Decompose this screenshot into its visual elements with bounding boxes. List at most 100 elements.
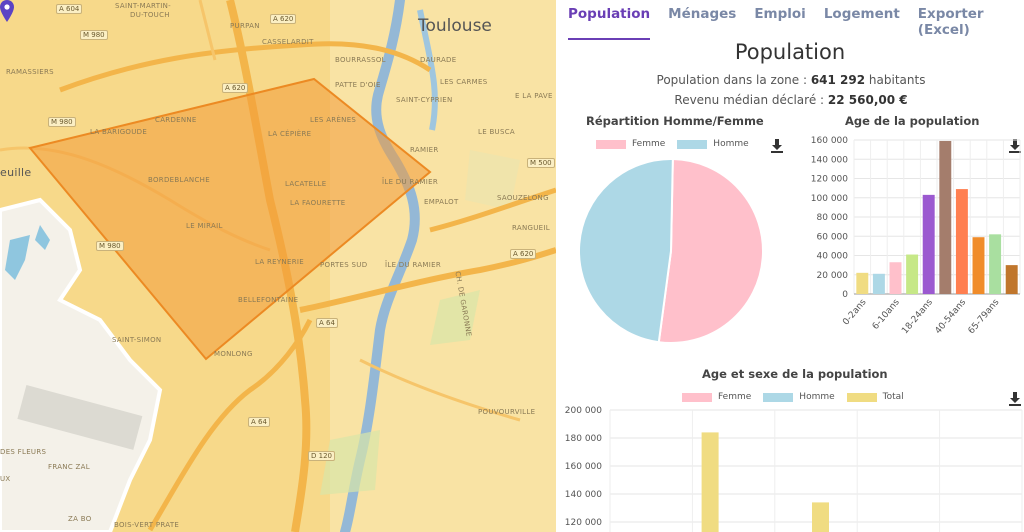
legend-swatch-femme bbox=[596, 139, 626, 149]
y-tick-label: 160 000 bbox=[565, 462, 602, 472]
map[interactable]: Toulouse PURPAN CASSELARDIT BOURRASSOL D… bbox=[0, 0, 556, 532]
age-bar bbox=[939, 140, 952, 294]
y-tick-label: 80 000 bbox=[817, 213, 849, 223]
pie-chart[interactable] bbox=[576, 156, 766, 346]
income-value: 22 560,00 € bbox=[827, 93, 908, 107]
place-label: RANGUEIL bbox=[512, 224, 550, 232]
place-label: MONLONG bbox=[214, 350, 253, 358]
road-shield: M 500 bbox=[527, 158, 555, 168]
place-label: SAINT-SIMON bbox=[112, 336, 162, 344]
tab-menages[interactable]: Ménages bbox=[668, 6, 737, 22]
place-label: ÎLE DU RAMIER bbox=[385, 261, 442, 269]
legend-label-homme: Homme bbox=[713, 139, 749, 149]
place-label: LA REYNERIE bbox=[255, 258, 304, 266]
place-label: RAMIER bbox=[410, 146, 439, 154]
legend-swatch-total bbox=[846, 392, 877, 402]
y-tick-label: 140 000 bbox=[565, 490, 602, 500]
y-tick-label: 120 000 bbox=[565, 518, 602, 528]
road-shield: M 980 bbox=[48, 117, 76, 127]
population-line: Population dans la zone : 641 292 habita… bbox=[556, 73, 1024, 87]
age-bar bbox=[889, 262, 902, 294]
total-bar bbox=[812, 502, 829, 532]
population-prefix: Population dans la zone : bbox=[656, 73, 811, 87]
population-suffix: habitants bbox=[865, 73, 926, 87]
city-label: Toulouse bbox=[418, 16, 492, 36]
income-prefix: Revenu médian déclaré : bbox=[674, 93, 828, 107]
road-shield: A 64 bbox=[248, 417, 270, 427]
place-label: LES ARÈNES bbox=[310, 116, 357, 124]
age-chart-title: Age de la population bbox=[845, 114, 980, 128]
tab-emploi[interactable]: Emploi bbox=[754, 6, 806, 22]
tab-bar: Population Ménages Emploi Logement Expor… bbox=[568, 6, 1024, 40]
location-pin-icon[interactable] bbox=[0, 0, 14, 22]
place-label: LA BARIGOUDE bbox=[90, 128, 148, 136]
total-bar bbox=[701, 432, 719, 532]
pie-slice-femme bbox=[657, 157, 764, 344]
road-shield: M 980 bbox=[80, 30, 108, 40]
age-bar bbox=[955, 189, 968, 294]
y-tick-label: 60 000 bbox=[817, 232, 849, 242]
pie-slice-homme bbox=[578, 158, 674, 344]
place-label: ÎLE DU RAMIER bbox=[382, 178, 439, 186]
road-shield: D 120 bbox=[308, 451, 335, 461]
tab-exporter[interactable]: Exporter (Excel) bbox=[917, 6, 984, 38]
place-label: LA FAOURETTE bbox=[290, 199, 346, 207]
place-label: DU-TOUCH bbox=[130, 11, 170, 19]
age-bar bbox=[1005, 265, 1018, 294]
y-tick-label: 40 000 bbox=[817, 252, 849, 262]
download-icon[interactable] bbox=[1008, 392, 1022, 406]
zone-polygon[interactable] bbox=[28, 77, 432, 361]
tab-population[interactable]: Population bbox=[568, 6, 651, 40]
age-bar bbox=[856, 272, 869, 294]
place-label: FRANC ZAL bbox=[48, 463, 90, 471]
y-tick-label: 100 000 bbox=[811, 194, 848, 204]
pie-chart-title: Répartition Homme/Femme bbox=[586, 114, 764, 128]
place-label: EMPALOT bbox=[424, 198, 459, 206]
tab-logement[interactable]: Logement bbox=[823, 6, 900, 22]
place-label: DES FLEURS bbox=[0, 448, 47, 456]
legend-label-total: Total bbox=[882, 392, 904, 402]
map-canvas[interactable] bbox=[0, 0, 556, 532]
y-tick-label: 140 000 bbox=[811, 155, 848, 165]
age-bar bbox=[906, 254, 919, 294]
y-tick-label: 20 000 bbox=[817, 271, 849, 281]
place-label: CASSELARDIT bbox=[262, 38, 314, 46]
place-label: PURPAN bbox=[230, 22, 260, 30]
age-bar bbox=[972, 237, 985, 294]
legend-label-homme: Homme bbox=[799, 392, 835, 402]
y-tick-label: 0 bbox=[842, 290, 848, 300]
agesex-bar-chart[interactable]: 200 000 180 000 160 000 140 000 120 000 bbox=[556, 400, 1024, 532]
place-label: UX bbox=[0, 475, 11, 483]
place-label: LE MIRAIL bbox=[186, 222, 223, 230]
place-label: BOIS-VERT PRATE bbox=[114, 521, 180, 529]
road-shield: M 980 bbox=[96, 241, 124, 251]
legend-label-femme: Femme bbox=[718, 392, 752, 402]
legend-swatch-homme bbox=[677, 139, 708, 149]
income-line: Revenu médian déclaré : 22 560,00 € bbox=[556, 93, 1024, 107]
place-label: CARDENNE bbox=[155, 116, 197, 124]
legend-swatch-femme bbox=[682, 392, 712, 402]
download-icon[interactable] bbox=[770, 139, 784, 153]
place-label: POUVOURVILLE bbox=[478, 408, 536, 416]
place-label: BELLEFONTAINE bbox=[238, 296, 299, 304]
place-label: SAINT-CYPRIEN bbox=[396, 96, 453, 104]
place-label: SAOUZELONG bbox=[497, 194, 549, 202]
place-label: DAURADE bbox=[420, 56, 457, 64]
place-label: euille bbox=[0, 166, 32, 179]
place-label: BORDEBLANCHE bbox=[148, 176, 210, 184]
place-label: ZA BO bbox=[68, 515, 92, 523]
pie-legend: Femme Homme bbox=[596, 139, 749, 149]
stats-panel: Population Ménages Emploi Logement Expor… bbox=[556, 0, 1024, 532]
place-label: PORTES SUD bbox=[320, 261, 368, 269]
agesex-chart-title: Age et sexe de la population bbox=[702, 367, 888, 381]
legend-label-femme: Femme bbox=[632, 139, 666, 149]
age-bar-chart[interactable]: 0 20 000 40 000 60 000 80 000 100 000 120 000 1… bbox=[792, 130, 1024, 360]
road-shield: A 64 bbox=[316, 318, 338, 328]
age-bar bbox=[922, 194, 935, 294]
y-tick-label: 200 000 bbox=[565, 406, 602, 416]
place-label: LES CARMES bbox=[440, 78, 488, 86]
download-icon[interactable] bbox=[1008, 139, 1022, 153]
x-tick-label: 40-54ans bbox=[934, 297, 969, 336]
place-label: BOURRASSOL bbox=[335, 56, 386, 64]
age-bar bbox=[989, 234, 1002, 294]
